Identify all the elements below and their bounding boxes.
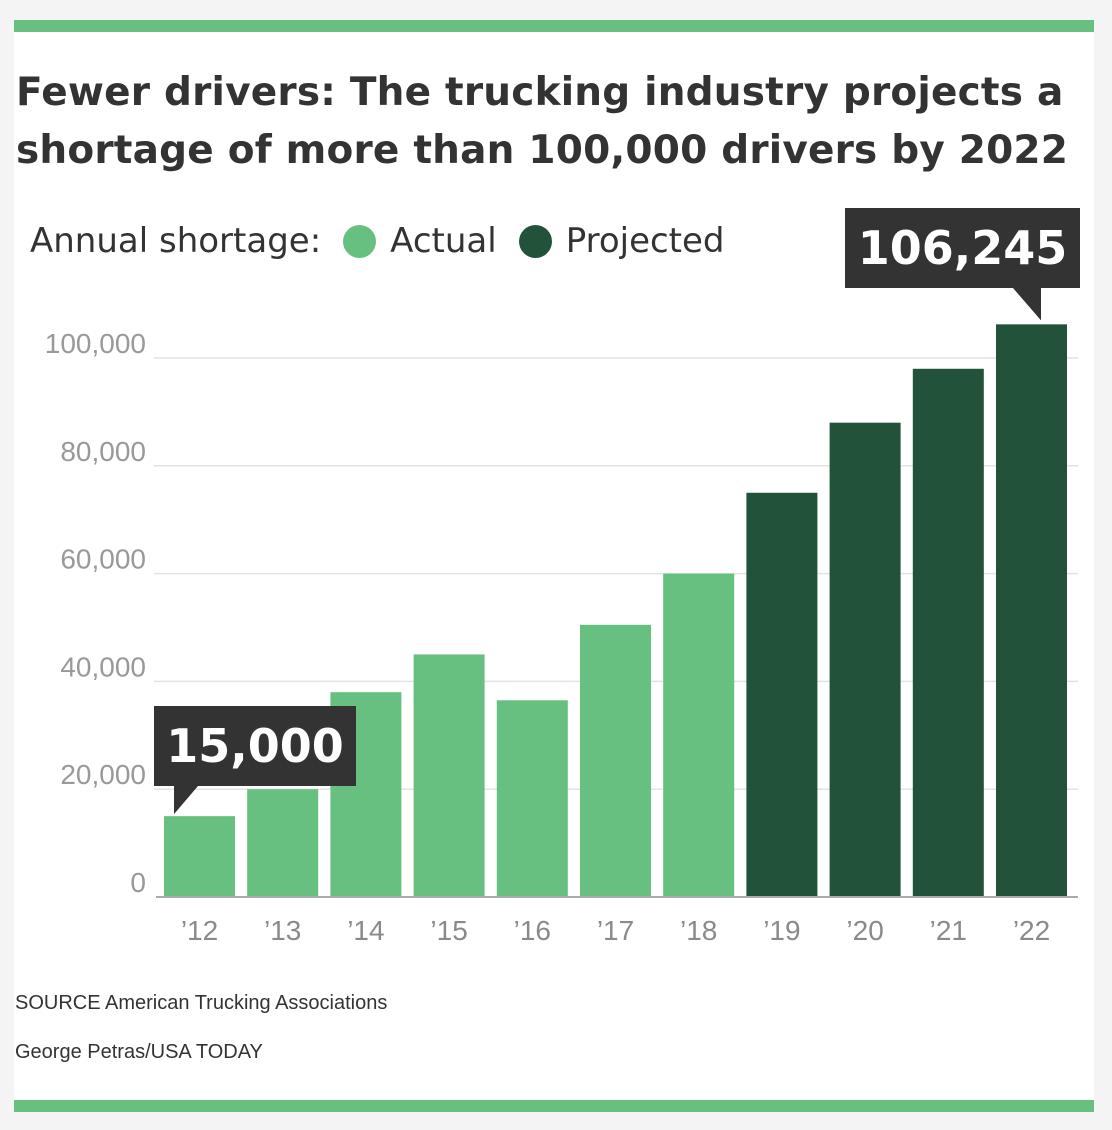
callout-pointer — [174, 786, 198, 815]
bar — [912, 368, 984, 897]
bar — [496, 700, 568, 897]
y-tick-label: 80,000 — [60, 436, 146, 467]
bar — [663, 573, 735, 897]
x-tick-label: ’12 — [181, 915, 218, 946]
top-accent-rule — [14, 20, 1094, 32]
legend-item-actual: Actual — [343, 221, 497, 261]
legend-item-projected-label: Projected — [565, 221, 725, 261]
bar — [247, 789, 319, 897]
x-tick-label: ’15 — [430, 915, 467, 946]
callout-label: 15,000 — [166, 719, 344, 773]
callout-label: 106,245 — [858, 221, 1068, 275]
bar — [580, 624, 651, 897]
x-tick-label: ’17 — [597, 915, 634, 946]
legend-item-projected: Projected — [518, 221, 725, 261]
bar — [746, 492, 818, 897]
legend: Annual shortage: Actual Projected — [30, 218, 725, 264]
x-tick-label: ’13 — [264, 915, 301, 946]
legend-swatch-projected — [518, 224, 552, 258]
legend-item-actual-label: Actual — [390, 221, 497, 261]
callout-box — [845, 208, 1080, 288]
callout-pointer — [1013, 288, 1041, 321]
credit-note: George Petras/USA TODAY — [15, 1041, 263, 1063]
bar — [829, 422, 901, 897]
y-tick-label: 20,000 — [60, 759, 146, 790]
x-tick-label: ’20 — [846, 915, 883, 946]
callout-box — [154, 706, 356, 786]
x-tick-label: ’14 — [347, 915, 384, 946]
legend-label: Annual shortage: — [30, 221, 322, 261]
y-tick-label: 0 — [130, 867, 146, 898]
x-tick-label: ’19 — [763, 915, 800, 946]
bar — [996, 324, 1067, 897]
chart-card: Fewer drivers: The trucking industry pro… — [14, 20, 1094, 1112]
bar-chart: 0 20,000 40,000 60,000 80,000 100,000 ’12 ’13 ’1… — [45, 208, 1080, 946]
x-tick-label: ’21 — [930, 915, 967, 946]
legend-swatch-actual — [343, 224, 377, 258]
source-note: SOURCE American Trucking Associations — [15, 992, 388, 1014]
bar — [413, 654, 485, 897]
y-tick-label: 60,000 — [60, 544, 146, 575]
y-tick-label: 40,000 — [60, 651, 146, 682]
x-tick-label: ’18 — [680, 915, 717, 946]
chart-title: Fewer drivers: The trucking industry pro… — [16, 70, 1069, 173]
x-tick-label: ’22 — [1013, 915, 1050, 946]
bottom-accent-rule — [14, 1100, 1094, 1112]
x-tick-label: ’16 — [514, 915, 551, 946]
y-tick-label: 100,000 — [45, 328, 146, 359]
bar — [164, 816, 235, 897]
